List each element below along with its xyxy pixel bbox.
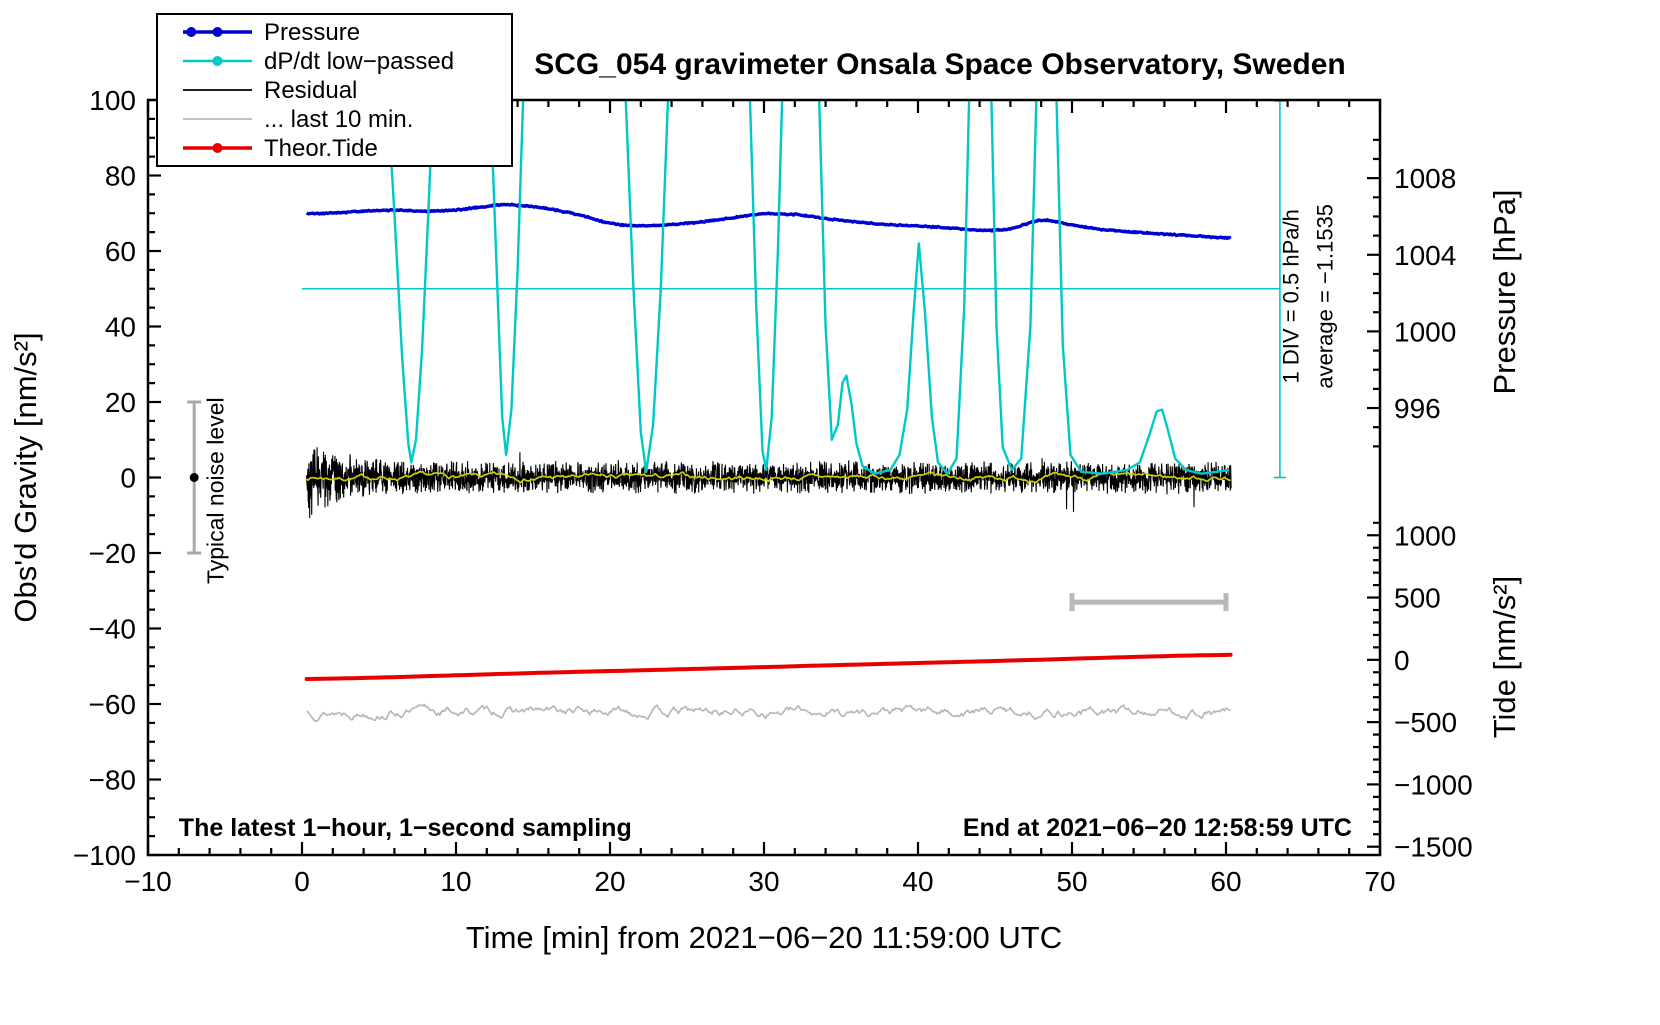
y-tick-label: 40 <box>105 312 136 343</box>
div-scale-note: 1 DIV = 0.5 hPa/h <box>1278 209 1303 383</box>
average-note: average = −1.1535 <box>1312 204 1337 389</box>
tide-tick-label: 500 <box>1394 583 1441 614</box>
y-tick-label: −60 <box>89 689 137 720</box>
tide-tick-label: −1000 <box>1394 769 1473 800</box>
x-axis-label: Time [min] from 2021−06−20 11:59:00 UTC <box>466 920 1062 955</box>
pressure-tick-label: 1008 <box>1394 163 1456 194</box>
annotations: Typical noise level 1 DIV = 0.5 hPa/h aver… <box>179 204 1352 842</box>
titles: SCG_054 gravimeter Onsala Space Observat… <box>8 48 1522 955</box>
pressure-tick-label: 996 <box>1394 393 1441 424</box>
legend-marker-dot <box>212 56 223 66</box>
x-tick-label: 30 <box>748 866 779 897</box>
series-last-10-min <box>306 703 1231 723</box>
y-tick-label: −20 <box>89 538 137 569</box>
axes: −10 0 10 20 30 40 50 60 70−100−80−60−40−20020406… <box>73 85 1473 897</box>
tide-tick-label: −1500 <box>1394 832 1473 863</box>
end-time-note: End at 2021−06−20 12:58:59 UTC <box>963 814 1352 842</box>
y-tick-label: −80 <box>89 765 137 796</box>
series-residual-lowpass <box>306 470 1231 484</box>
y-tick-label: 0 <box>120 463 136 494</box>
y-tick-label: 60 <box>105 236 136 267</box>
y-tick-label: −40 <box>89 614 137 645</box>
x-tick-label: 20 <box>594 866 625 897</box>
noise-level-dot <box>189 473 199 482</box>
legend-item-label: ... last 10 min. <box>264 106 413 133</box>
sampling-note: The latest 1−hour, 1−second sampling <box>179 814 632 842</box>
y-axis-label: Obs'd Gravity [nm/s²] <box>8 332 43 622</box>
x-tick-label: 40 <box>902 866 933 897</box>
tide-tick-label: 1000 <box>1394 520 1456 551</box>
tide-tick-label: −500 <box>1394 707 1457 738</box>
x-tick-label: 0 <box>294 866 310 897</box>
legend-box <box>156 13 513 167</box>
y-tick-label: 100 <box>89 85 136 116</box>
x-tick-label: 60 <box>1210 866 1241 897</box>
series-theor-tide <box>304 652 1233 681</box>
pressure-tick-label: 1000 <box>1394 316 1456 347</box>
y-tick-label: 80 <box>105 161 136 192</box>
legend-marker-dot <box>212 143 223 153</box>
plot-area <box>302 100 1286 723</box>
series-residual <box>306 447 1232 519</box>
x-tick-label: 10 <box>440 866 471 897</box>
legend-item-label: Residual <box>264 77 357 104</box>
pressure-axis-label: Pressure [hPa] <box>1487 189 1522 394</box>
legend-marker-dot <box>186 27 197 37</box>
legend-item-label: Theor.Tide <box>264 135 378 162</box>
chart-title: SCG_054 gravimeter Onsala Space Observat… <box>534 48 1346 81</box>
pressure-tick-label: 1004 <box>1394 240 1456 271</box>
y-tick-label: −100 <box>73 840 136 871</box>
y-tick-label: 20 <box>105 387 136 418</box>
tide-tick-label: 0 <box>1394 645 1410 676</box>
legend-item-label: Pressure <box>264 19 360 46</box>
x-tick-label: −10 <box>124 866 172 897</box>
noise-level-label: Typical noise level <box>202 397 228 584</box>
legend-marker-dot <box>212 27 223 37</box>
x-tick-label: 50 <box>1056 866 1087 897</box>
series-pressure <box>305 202 1232 240</box>
x-tick-label: 70 <box>1364 866 1395 897</box>
tide-axis-label: Tide [nm/s²] <box>1487 576 1522 739</box>
series-dpdt <box>386 100 1230 475</box>
legend-item-label: dP/dt low−passed <box>264 48 454 75</box>
